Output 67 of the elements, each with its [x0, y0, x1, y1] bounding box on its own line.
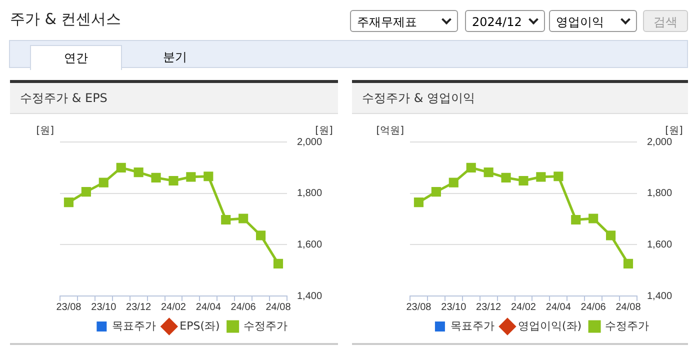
- point: [554, 172, 564, 182]
- x-tick-label: 24/08: [266, 302, 292, 313]
- text: 분기: [162, 49, 188, 66]
- legend-label: 수정주가: [605, 319, 650, 332]
- text: 연간: [30, 45, 122, 70]
- x-tick-label: 24/06: [580, 302, 606, 313]
- point: [273, 258, 284, 268]
- point: [431, 187, 441, 197]
- text: 2,000: [646, 136, 672, 148]
- point: [588, 214, 598, 224]
- text: 검색: [643, 10, 688, 32]
- x-tick-label: 23/10: [91, 302, 117, 313]
- x-tick-label: 23/12: [126, 302, 152, 313]
- point: [64, 198, 74, 208]
- x-tick-label: 24/08: [616, 302, 642, 313]
- text: 2,000: [296, 136, 322, 148]
- legend-label: 목표주가: [450, 319, 494, 332]
- text: 1,800: [296, 188, 322, 200]
- point: [536, 172, 546, 182]
- point: [186, 172, 196, 182]
- legend-label: 목표주가: [112, 319, 156, 332]
- text: 2024/12: [465, 10, 545, 32]
- point: [98, 178, 108, 188]
- text: 영업이익: [549, 10, 637, 32]
- point: [571, 214, 581, 225]
- chart-title: 수정주가 & 영업이익: [352, 83, 688, 114]
- text: 1,600: [296, 239, 322, 250]
- point: [501, 172, 511, 182]
- point: [168, 176, 178, 186]
- x-tick-label: 24/04: [196, 302, 222, 313]
- x-tick-label: 24/04: [546, 302, 572, 313]
- y2-axis-title: [원]: [665, 126, 683, 137]
- legend-label: 영업이익(좌): [518, 319, 582, 332]
- x-tick-label: 23/08: [406, 302, 432, 313]
- text: 1,400: [296, 290, 322, 302]
- point: [204, 172, 214, 182]
- text: 주재무제표: [350, 10, 458, 32]
- point: [238, 214, 248, 224]
- point: [256, 230, 266, 240]
- y-axis-title: [억원]: [376, 126, 404, 137]
- text: 1,600: [646, 239, 672, 250]
- x-tick-label: 24/06: [230, 302, 256, 313]
- point: [448, 178, 458, 188]
- x-tick-label: 23/08: [56, 302, 82, 313]
- point: [623, 258, 634, 268]
- point: [484, 168, 494, 178]
- chart-title: 수정주가 & EPS: [10, 83, 338, 114]
- point: [151, 172, 161, 182]
- y-axis-title: [원]: [36, 126, 54, 137]
- point: [606, 230, 616, 240]
- y2-axis-title: [원]: [315, 126, 333, 137]
- point: [134, 168, 144, 178]
- legend-label: 수정주가: [243, 319, 288, 332]
- point: [221, 214, 231, 225]
- x-tick-label: 24/02: [160, 302, 186, 313]
- point: [466, 162, 476, 172]
- text: 1,800: [646, 188, 672, 200]
- text: 1,400: [646, 290, 672, 302]
- x-tick-label: 23/12: [476, 302, 502, 313]
- point: [518, 176, 528, 186]
- text: 주가 & 컨센서스: [10, 10, 122, 29]
- x-tick-label: 24/02: [510, 302, 536, 313]
- point: [116, 162, 126, 172]
- point: [414, 198, 424, 208]
- x-tick-label: 23/10: [441, 302, 467, 313]
- point: [81, 187, 91, 197]
- legend-label: EPS(좌): [180, 319, 220, 332]
